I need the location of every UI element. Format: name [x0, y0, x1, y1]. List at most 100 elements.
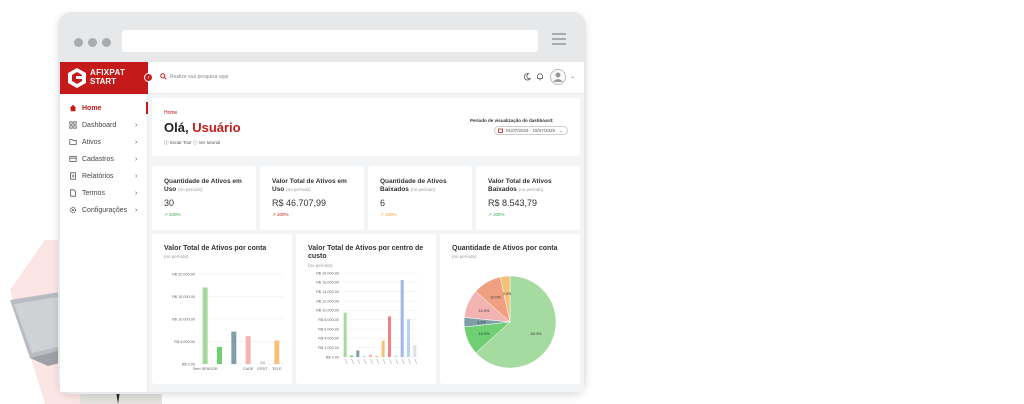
period-value: 01/07/2024 - 15/07/2025	[506, 128, 556, 133]
kpi-title: Quantidade de Ativos em Uso (no período)	[164, 178, 242, 193]
x-tick-mark	[401, 358, 405, 365]
bar	[231, 331, 237, 364]
search-bar[interactable]: Realize sua pesquisa aqui	[160, 73, 228, 80]
calendar-icon	[498, 128, 503, 133]
chevron-right-icon: ›	[135, 206, 138, 214]
sidebar-item-label: Dashboard	[82, 121, 117, 129]
sidebar: Home Dashboard › Ativos › Cadastros › Re…	[60, 94, 148, 392]
kpi-title: Quantidade de Ativos Baixados (no períod…	[380, 178, 447, 193]
kpi-trend: ↗ 100%	[272, 212, 289, 217]
kpi-trend: ↗ 100%	[164, 212, 181, 217]
kpi-card: Valor Total de Ativos em Uso (no período…	[260, 166, 364, 230]
slice-label: 10.0%	[479, 332, 490, 336]
bar	[381, 340, 385, 357]
x-tick-mark	[408, 358, 411, 365]
x-tick-mark	[382, 358, 386, 365]
kpi-value: 30	[164, 198, 175, 208]
sidebar-item-label: Ativos	[82, 138, 102, 146]
sidebar-item-cadastros[interactable]: Cadastros ›	[69, 155, 137, 163]
kpi-card: Quantidade de Ativos em Uso (no período)…	[152, 166, 256, 230]
chevron-right-icon: ›	[135, 189, 138, 197]
x-tick-label: Sem SENSOR	[193, 367, 218, 371]
y-tick-label: R$ 10.000,00	[172, 317, 195, 321]
search-input[interactable]: Realize sua pesquisa aqui	[170, 73, 229, 80]
chevron-right-icon: ›	[135, 121, 138, 129]
folder-icon	[69, 139, 77, 145]
bar-chart-by-account: R$ 20.000,00 R$ 15.000,00 R$ 10.000,00 R$ 5…	[172, 272, 284, 371]
sidebar-item-configuracoes[interactable]: Configurações ›	[69, 206, 137, 214]
sidebar-item-label: Home	[82, 104, 102, 112]
x-tick-mark	[376, 358, 380, 365]
tour-links[interactable]: ⓘ Iniciar Tour ⓘ Ver tutorial	[164, 140, 221, 145]
top-bar: AFIXPAT START ‹ Realize sua pesquisa aqu…	[60, 62, 584, 94]
window-dot	[102, 38, 111, 47]
logo-icon	[68, 68, 86, 88]
bar	[202, 287, 208, 364]
x-tick-mark	[363, 358, 367, 365]
y-tick-label: R$ 18.000,00	[316, 271, 339, 275]
kpi-card: Quantidade de Ativos Baixados (no períod…	[368, 166, 472, 230]
home-icon	[69, 104, 77, 112]
menu-icon[interactable]	[552, 33, 566, 48]
sidebar-item-relatorios[interactable]: Relatórios ›	[69, 172, 137, 180]
pie-slice	[499, 275, 511, 323]
bar	[407, 319, 410, 357]
kpi-value: R$ 46.707,99	[272, 198, 327, 208]
x-tick-mark	[370, 358, 373, 365]
pie-slice	[475, 275, 557, 369]
x-tick-mark	[357, 358, 361, 365]
sidebar-item-ativos[interactable]: Ativos ›	[69, 138, 137, 146]
bar	[369, 354, 372, 357]
kpi-card: Valor Total de Ativos Baixados (no perío…	[476, 166, 580, 230]
bar	[245, 336, 251, 364]
dashboard-icon	[69, 121, 77, 129]
sidebar-item-dashboard[interactable]: Dashboard ›	[69, 121, 137, 129]
kpi-trend: ↗ 100%	[488, 212, 505, 217]
chevron-right-icon: ›	[135, 172, 138, 180]
bar	[388, 316, 391, 357]
user-name: Usuário	[192, 120, 241, 135]
y-tick-label: R$ 10.000,00	[316, 309, 339, 313]
bar-chart-by-cost-center: R$ 18.000,00 R$ 16.000,00 R$ 14.000,00 R$ 1…	[316, 271, 418, 365]
kpi-value: R$ 8.543,79	[488, 198, 538, 208]
y-tick-label: R$ 0,00	[326, 355, 339, 359]
avatar[interactable]	[550, 69, 566, 85]
content-layer: Home Olá, Usuário ⓘ Iniciar Tour ⓘ Ver t…	[60, 62, 584, 392]
chevron-down-icon[interactable]: ⌄	[570, 74, 576, 80]
bell-icon[interactable]	[536, 73, 544, 81]
sidebar-item-label: Configurações	[82, 206, 128, 214]
chart-card-quantity: Quantidade de Ativos por conta (no perío…	[440, 234, 580, 384]
period-picker[interactable]: 01/07/2024 - 15/07/2025 ⌄	[494, 126, 568, 135]
bar	[413, 345, 417, 357]
user-icon	[553, 72, 563, 82]
x-tick-mark	[389, 358, 392, 365]
x-tick-mark	[344, 358, 348, 365]
bar	[362, 356, 366, 357]
period-label: Período de visualização do dashboard:	[470, 118, 554, 123]
y-tick-label: R$ 4.000,00	[318, 337, 339, 341]
chart-subtitle: (no período)	[164, 254, 189, 259]
sidebar-item-termos[interactable]: Termos ›	[69, 189, 137, 197]
sidebar-item-home[interactable]: Home	[69, 104, 101, 112]
bar	[400, 280, 404, 357]
pie-chart-quantity: 63.3%10.0%3.3%10.0%10.0%3.3%	[463, 275, 557, 369]
y-tick-label: R$ 0,00	[182, 362, 195, 366]
address-bar[interactable]	[122, 30, 538, 52]
chevron-right-icon: ›	[135, 138, 138, 146]
breadcrumb[interactable]: Home	[164, 110, 178, 116]
x-tick-label: CADE	[243, 367, 254, 371]
sidebar-item-label: Relatórios	[82, 172, 114, 180]
box-icon	[69, 156, 77, 162]
sidebar-collapse-button[interactable]: ‹	[144, 73, 153, 82]
x-tick-label: TELE	[272, 367, 282, 371]
report-icon	[70, 172, 76, 180]
window-dot	[88, 38, 97, 47]
chart-card-by-cost-center: Valor Total de Ativos por centro de cust…	[296, 234, 436, 384]
brand-logo[interactable]: AFIXPAT START	[60, 62, 148, 94]
slice-label: 3.3%	[503, 292, 512, 296]
moon-icon[interactable]	[523, 73, 531, 81]
chart-subtitle: (no período)	[308, 263, 333, 268]
welcome-card	[152, 98, 580, 156]
y-tick-label: R$ 14.000,00	[316, 290, 339, 294]
bar	[375, 356, 379, 357]
